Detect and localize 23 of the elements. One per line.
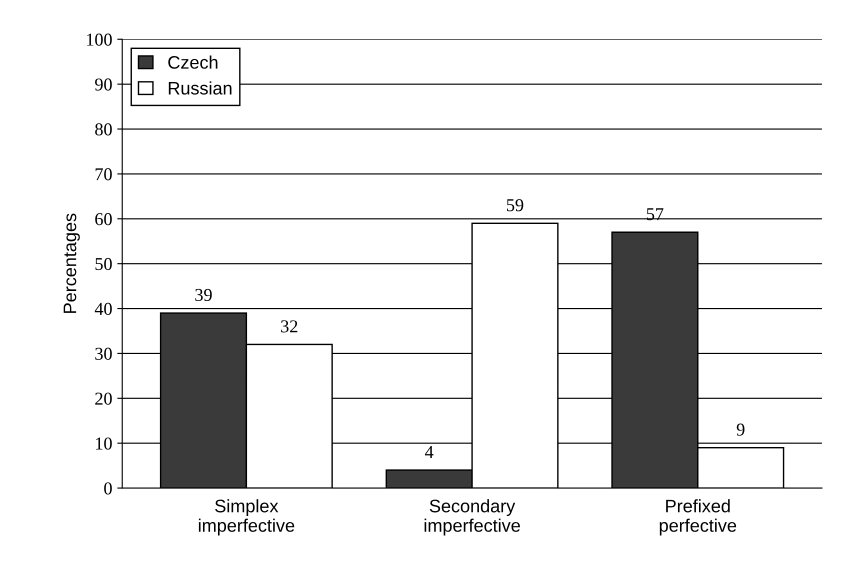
y-tick-label: 90 bbox=[95, 78, 112, 91]
data-label: 32 bbox=[281, 320, 298, 332]
y-tick-label: 50 bbox=[96, 258, 112, 270]
data-label: 57 bbox=[646, 208, 664, 220]
data-label: 4 bbox=[425, 446, 434, 458]
data-label: 39 bbox=[195, 288, 212, 302]
data-label: 59 bbox=[506, 199, 524, 212]
x-tick-label: Prefixed perfective bbox=[660, 499, 736, 536]
y-tick-label: 40 bbox=[94, 302, 112, 315]
legend-label: Russian bbox=[168, 81, 232, 95]
y-axis-title: Percentages bbox=[64, 214, 80, 313]
y-tick-label: 70 bbox=[96, 168, 112, 180]
y-tick-label: 60 bbox=[95, 213, 112, 226]
y-tick-label: 30 bbox=[95, 348, 112, 360]
y-tick-label: 0 bbox=[104, 482, 112, 495]
legend-label: Czech bbox=[168, 56, 218, 69]
x-tick-label: Simplex imperfective bbox=[198, 499, 294, 536]
y-tick-label: 80 bbox=[95, 123, 112, 136]
y-tick-label: 20 bbox=[95, 392, 112, 405]
y-tick-label: 100 bbox=[87, 34, 112, 46]
x-tick-label: Secondary imperfective bbox=[424, 499, 520, 536]
y-tick-label: 10 bbox=[96, 437, 112, 450]
data-label: 9 bbox=[736, 424, 744, 436]
